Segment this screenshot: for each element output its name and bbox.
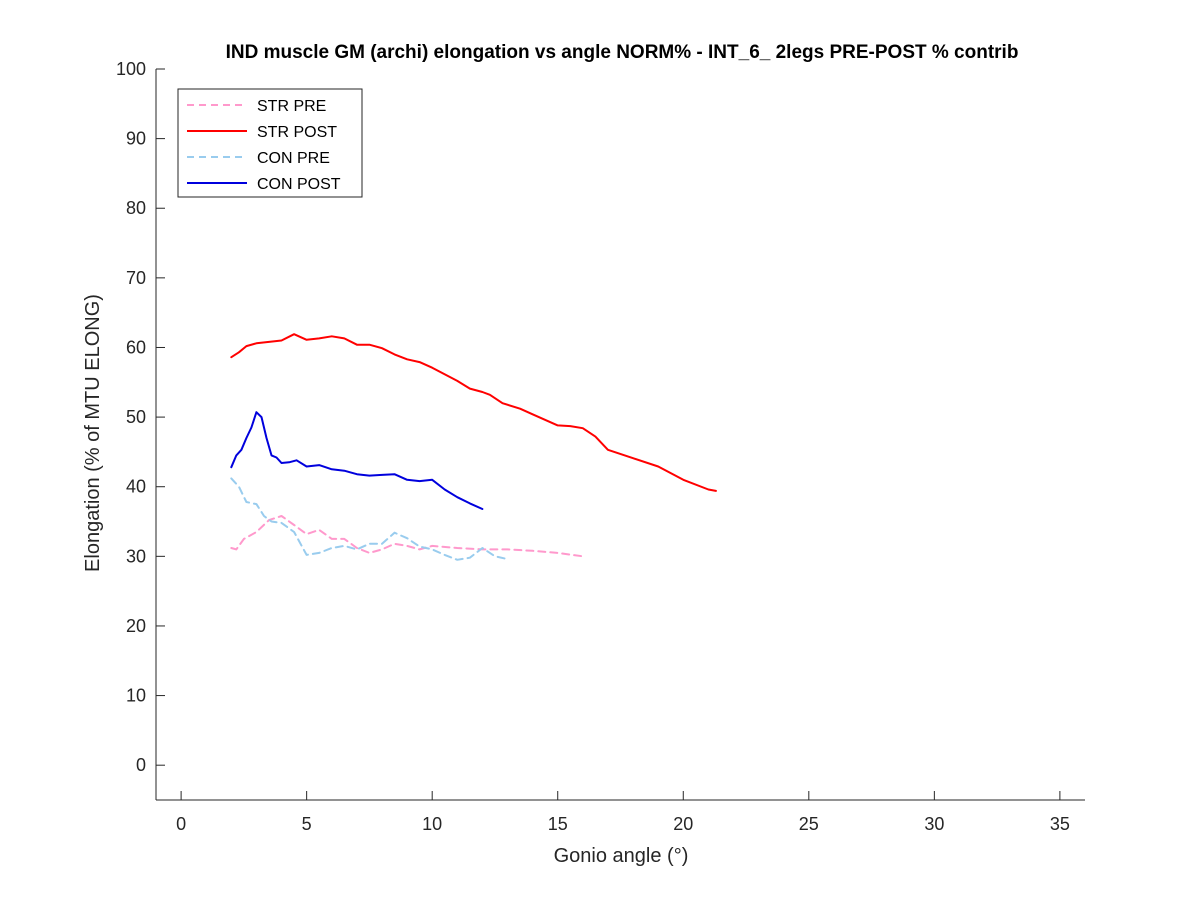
x-axis-label: Gonio angle (°) <box>554 845 689 867</box>
y-tick-label: 50 <box>126 407 146 427</box>
series-line-str-post <box>230 333 717 492</box>
legend: STR PRE STR POST CON PRE CON POST <box>177 88 363 198</box>
y-tick-label: 40 <box>126 477 146 497</box>
y-tick-label: 60 <box>126 337 146 357</box>
series-line-con-post <box>230 411 484 510</box>
legend-label: CON PRE <box>257 150 330 167</box>
legend-label: CON POST <box>257 176 341 193</box>
legend-label: STR PRE <box>257 98 326 115</box>
x-tick-label: 10 <box>422 814 442 834</box>
x-tick-label: 25 <box>799 814 819 834</box>
legend-box <box>177 88 363 198</box>
legend-label: STR POST <box>257 124 337 141</box>
legend-items: STR PRE STR POST CON PRE CON POST <box>187 98 341 193</box>
x-tick-label: 0 <box>176 814 186 834</box>
y-tick-label: 70 <box>126 268 146 288</box>
y-axis-label: Elongation (% of MTU ELONG) <box>82 294 104 572</box>
chart-title: IND muscle GM (archi) elongation vs angl… <box>226 42 1019 63</box>
series-line-con-pre <box>230 477 509 561</box>
x-tick-label: 15 <box>548 814 568 834</box>
series-line-str-pre <box>230 515 584 558</box>
x-tick-label: 35 <box>1050 814 1070 834</box>
y-tick-label: 0 <box>136 755 146 775</box>
x-tick-label: 20 <box>673 814 693 834</box>
axes-layer: 0 5 10 15 20 25 30 35 0 10 20 30 40 50 60 70 80 90 100 <box>116 59 1085 834</box>
y-tick-label: 90 <box>126 129 146 149</box>
y-tick-label: 100 <box>116 59 146 79</box>
y-tick-label: 80 <box>126 198 146 218</box>
y-tick-label: 20 <box>126 616 146 636</box>
x-tick-label: 30 <box>924 814 944 834</box>
y-tick-label: 10 <box>126 686 146 706</box>
x-tick-label: 5 <box>302 814 312 834</box>
series-layer <box>230 333 717 561</box>
y-tick-label: 30 <box>126 546 146 566</box>
